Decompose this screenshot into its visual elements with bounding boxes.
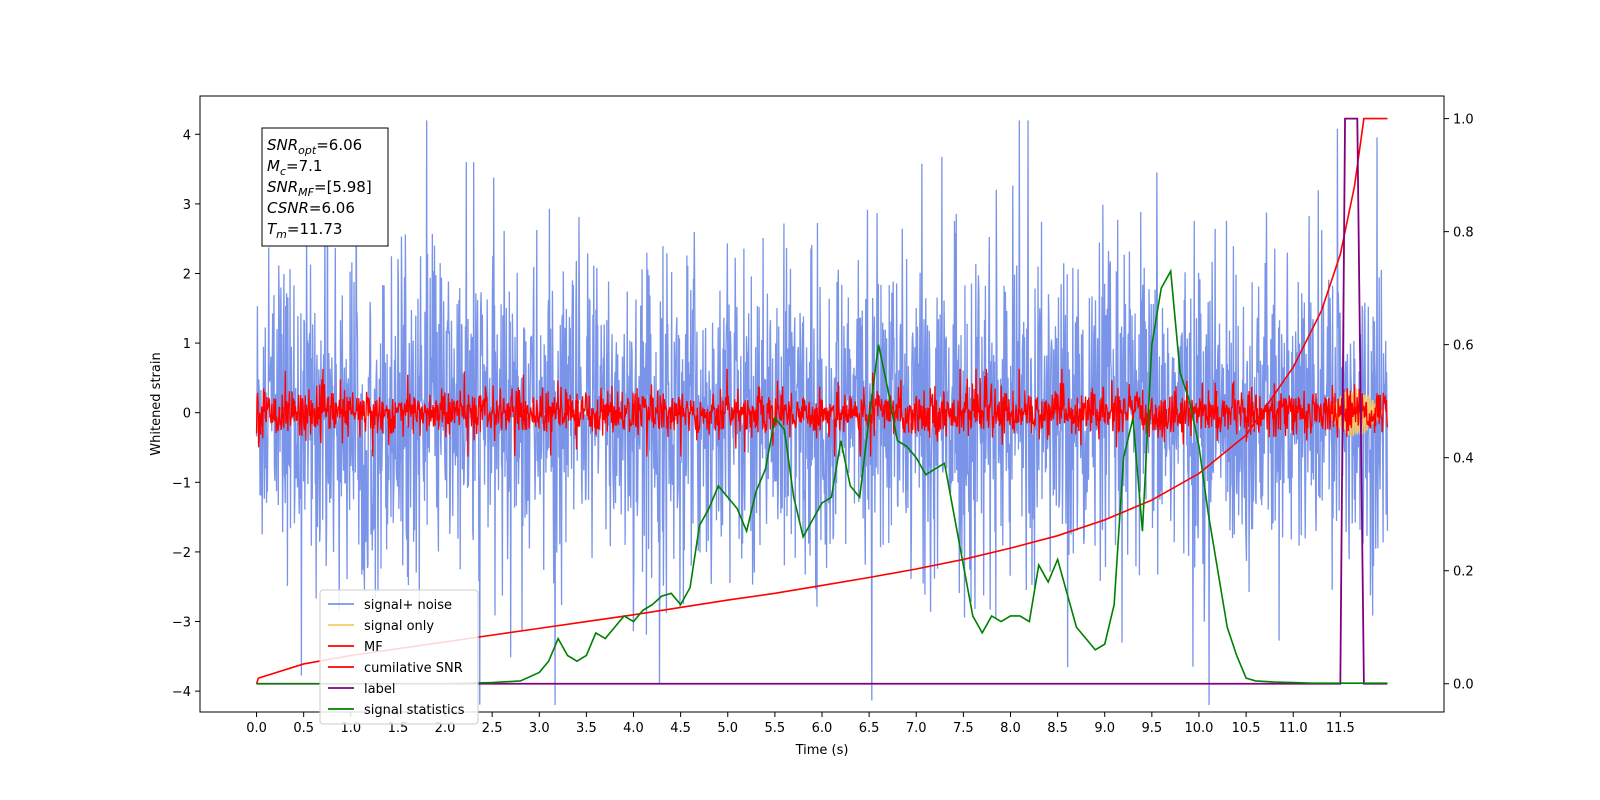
legend-label: signal only (364, 619, 434, 634)
annotation-subscript: opt (298, 144, 317, 157)
annotation-subscript: m (276, 228, 287, 241)
y2-tick-label: 0.8 (1453, 226, 1474, 241)
annotation-value: =6.06 (316, 136, 362, 154)
x-tick-label: 6.0 (812, 721, 833, 736)
x-tick-label: 3.0 (529, 721, 550, 736)
annotation-symbol: T (267, 220, 278, 238)
y-tick-label: 4 (183, 128, 191, 143)
x-tick-label: 10.5 (1232, 721, 1261, 736)
y2-tick-label: 0.0 (1453, 678, 1474, 693)
y-tick-label: −2 (172, 546, 191, 561)
y-tick-label: 0 (183, 407, 191, 422)
y-tick-label: 3 (183, 198, 191, 213)
annotation-subscript: c (280, 165, 286, 178)
legend-label: signal statistics (364, 703, 465, 718)
y-tick-label: −1 (172, 476, 191, 491)
x-tick-label: 1.5 (388, 721, 409, 736)
annotation-line: SNRMF=[5.98] (267, 178, 372, 199)
annotation-value: =7.1 (286, 157, 322, 175)
legend-label: MF (364, 640, 383, 655)
x-tick-label: 0.5 (293, 721, 314, 736)
legend-label: signal+ noise (364, 598, 452, 613)
x-tick-label: 4.0 (623, 721, 644, 736)
x-tick-label: 5.5 (765, 721, 786, 736)
y2-tick-label: 1.0 (1453, 113, 1474, 128)
y2-tick-label: 0.2 (1453, 565, 1474, 580)
y-axis: 4 3 2 1 0 −1 −2 −3 −4 (172, 128, 200, 700)
y-tick-label: 1 (183, 337, 191, 352)
legend-frame (319, 589, 479, 725)
annotation-symbol: SNR (267, 136, 298, 154)
x-tick-label: 5.0 (717, 721, 738, 736)
y2-axis: 1.0 0.8 0.6 0.4 0.2 0.0 (1444, 113, 1474, 693)
annotation-value: =11.73 (287, 220, 343, 238)
x-tick-label: 11.0 (1279, 721, 1308, 736)
x-axis-label: Time (s) (795, 743, 849, 758)
legend: signal+ noise signal only MF cumilative SNR… (319, 589, 479, 725)
annotation-line: Tm=11.73 (267, 220, 342, 241)
x-tick-label: 11.5 (1326, 721, 1355, 736)
annotation-line: CSNR=6.06 (267, 199, 355, 217)
x-tick-label: 9.5 (1142, 721, 1163, 736)
x-tick-label: 2.0 (435, 721, 456, 736)
series-signal-statistics (256, 268, 1388, 685)
annotation-frame (261, 127, 389, 247)
annotation-value: =6.06 (309, 199, 355, 217)
y-tick-label: −4 (172, 685, 191, 700)
x-tick-label: 7.0 (906, 721, 927, 736)
legend-label: label (364, 682, 395, 697)
annotation-line: SNRopt=6.06 (267, 136, 362, 157)
x-tick-label: 7.5 (953, 721, 974, 736)
series-signal-noise (255, 120, 1389, 706)
annotation-symbol: M (267, 157, 280, 175)
y-tick-label: −3 (172, 616, 191, 631)
annotation-box: SNRopt=6.06Mc=7.1SNRMF=[5.98]CSNR=6.06Tm… (261, 127, 389, 247)
y-axis-label: Whitened strain (149, 352, 164, 455)
x-tick-label: 3.5 (576, 721, 597, 736)
x-axis: 0.0 0.5 1.0 1.5 2.0 2.5 3.0 3.5 4.0 4.5 5.0 5.5 6.0 6… (246, 712, 1355, 736)
x-tick-label: 10.0 (1184, 721, 1213, 736)
x-tick-label: 1.0 (340, 721, 361, 736)
x-tick-label: 6.5 (859, 721, 880, 736)
series-mf (255, 368, 1389, 457)
x-tick-label: 0.0 (246, 721, 267, 736)
x-tick-label: 4.5 (670, 721, 691, 736)
x-tick-label: 9.0 (1094, 721, 1115, 736)
annotation-value: =[5.98] (314, 178, 372, 196)
annotation-line: Mc=7.1 (267, 157, 322, 178)
x-tick-label: 2.5 (482, 721, 503, 736)
y2-tick-label: 0.4 (1453, 452, 1474, 467)
y2-tick-label: 0.6 (1453, 339, 1474, 354)
y-tick-label: 2 (183, 267, 191, 282)
x-tick-label: 8.0 (1000, 721, 1021, 736)
annotation-symbol: SNR (267, 178, 298, 196)
annotation-subscript: MF (298, 186, 314, 199)
x-tick-label: 8.5 (1047, 721, 1068, 736)
annotation-symbol: CSNR (267, 199, 309, 217)
legend-label: cumilative SNR (364, 661, 463, 676)
